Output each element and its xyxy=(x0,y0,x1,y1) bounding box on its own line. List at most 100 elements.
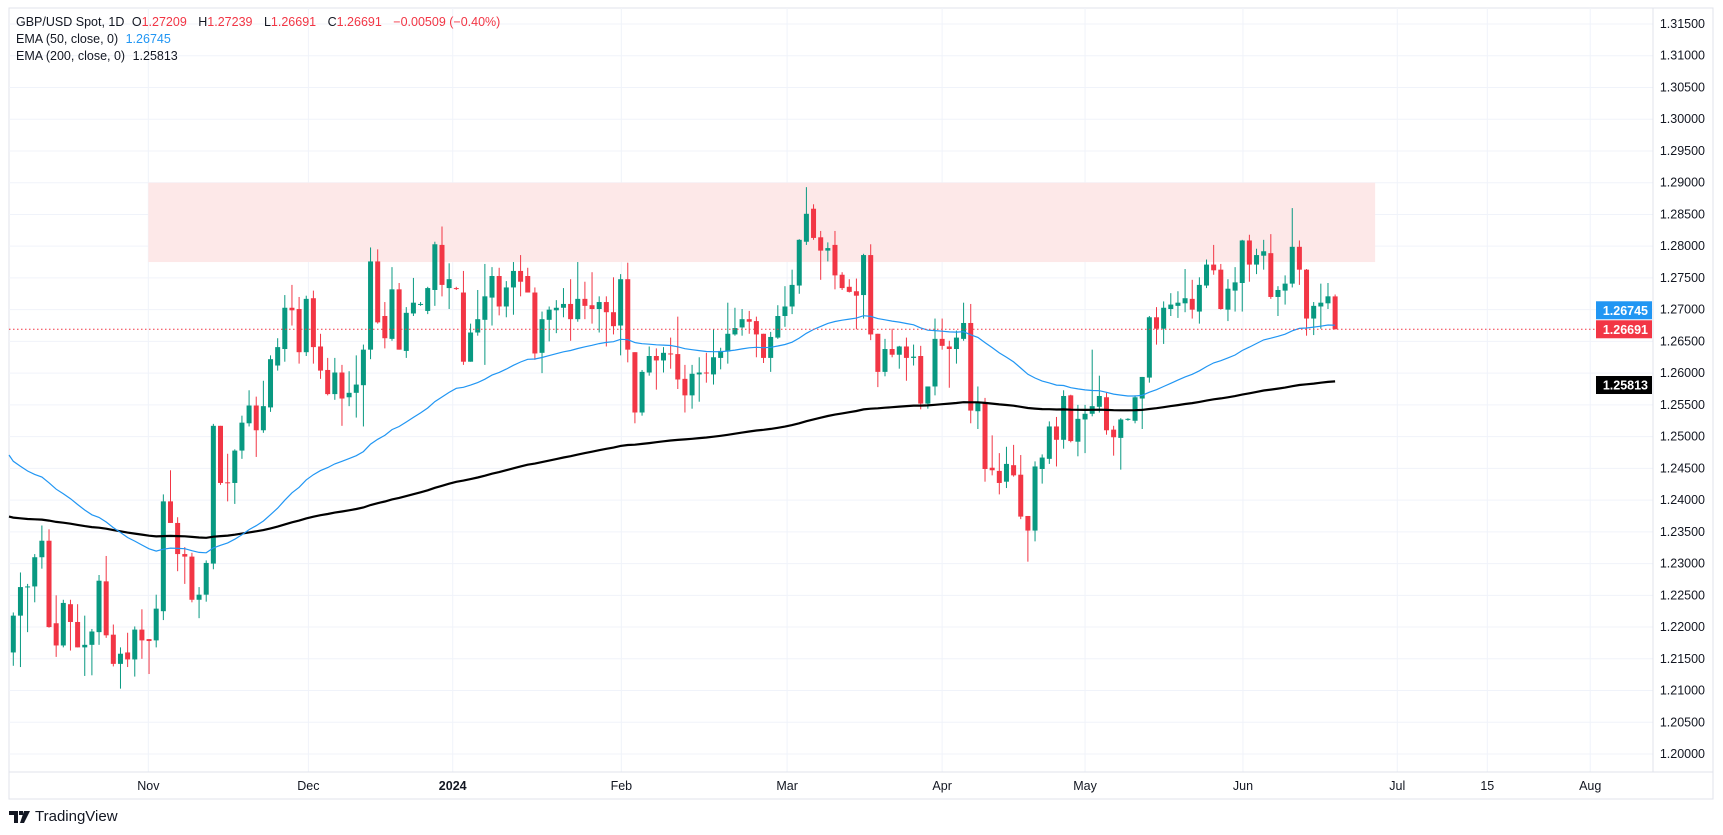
candle-body xyxy=(1003,463,1009,482)
candle-body xyxy=(560,303,566,308)
candle-body xyxy=(353,384,359,393)
candle-up xyxy=(239,415,245,459)
last-price-badge: 1.26691 xyxy=(1596,320,1652,339)
candle-body xyxy=(496,276,502,307)
candle-down xyxy=(761,333,767,363)
candle-up xyxy=(360,344,366,427)
time-tick-label: Jul xyxy=(1389,779,1405,793)
time-tick-label: Mar xyxy=(776,779,798,793)
candle-down xyxy=(1154,307,1159,345)
candle-up xyxy=(911,344,917,366)
candle-body xyxy=(1332,296,1338,330)
candle-body xyxy=(903,346,909,358)
candle-body xyxy=(525,276,531,293)
candle-body xyxy=(332,372,338,395)
candle-body xyxy=(153,608,159,641)
candle-body xyxy=(146,639,152,642)
candle-down xyxy=(568,279,574,341)
candle-down xyxy=(703,352,709,383)
candle-body xyxy=(368,261,374,350)
candle-body xyxy=(232,450,238,483)
candle-down xyxy=(318,333,324,379)
candle-up xyxy=(1118,418,1124,470)
candle-body xyxy=(110,634,116,664)
candle-up xyxy=(975,386,981,430)
candle-body xyxy=(482,296,488,320)
candle-up xyxy=(210,423,216,570)
candle-body xyxy=(268,359,274,408)
candle-down xyxy=(453,286,459,290)
time-tick-label: 2024 xyxy=(439,779,467,793)
time-tick-label: Apr xyxy=(932,779,951,793)
candle-body xyxy=(1146,317,1152,378)
candle-body xyxy=(418,303,424,305)
candle-body xyxy=(775,316,781,338)
candle-body xyxy=(1103,397,1109,431)
candle-body xyxy=(389,289,395,339)
candle-body xyxy=(1032,466,1038,531)
price-tick-label: 1.27000 xyxy=(1660,303,1705,317)
time-tick-label: Dec xyxy=(297,779,319,793)
candle-down xyxy=(310,290,316,364)
candle-body xyxy=(218,425,224,483)
candle-down xyxy=(460,270,466,365)
candle-body xyxy=(196,594,202,600)
candle-up xyxy=(1125,418,1131,421)
candle-up xyxy=(10,612,16,666)
price-axis[interactable]: 1.31500 1.31000 1.30500 1.30000 1.29500 1.290… xyxy=(1660,17,1705,761)
last-price-badge-bg xyxy=(1596,320,1652,339)
candle-up xyxy=(1161,301,1167,344)
candle-body xyxy=(289,307,295,311)
price-tick-label: 1.26500 xyxy=(1660,334,1705,348)
candle-body xyxy=(1039,457,1045,469)
candle-down xyxy=(903,337,909,381)
candles xyxy=(10,187,1338,689)
tradingview-logo[interactable]: TradingView xyxy=(9,808,118,825)
candle-body xyxy=(925,386,931,404)
candle-up xyxy=(160,494,166,621)
symbol-title[interactable]: GBP/USD Spot, 1D xyxy=(16,15,125,29)
candle-up xyxy=(803,187,809,245)
candle-up xyxy=(389,267,395,341)
candle-up xyxy=(117,647,123,689)
candle-up xyxy=(25,583,31,633)
candle-body xyxy=(503,287,509,307)
price-tick-label: 1.20000 xyxy=(1660,747,1705,761)
price-tick-label: 1.28500 xyxy=(1660,207,1705,221)
candle-body xyxy=(1011,465,1017,476)
candle-down xyxy=(103,555,109,638)
candle-body xyxy=(296,309,302,353)
candle-down xyxy=(182,547,188,584)
candle-up xyxy=(1046,421,1052,464)
legend-ema50-row[interactable]: EMA (50, close, 0) 1.26745 xyxy=(16,31,504,48)
time-tick-label: Aug xyxy=(1579,779,1601,793)
candle-up xyxy=(732,307,738,336)
candle-up xyxy=(17,572,23,668)
candle-body xyxy=(32,557,38,587)
candle-up xyxy=(82,615,88,676)
candle-body xyxy=(117,653,123,664)
candle-body xyxy=(346,392,352,398)
candle-body xyxy=(539,319,545,353)
candle-down xyxy=(839,272,845,290)
candle-down xyxy=(753,316,759,358)
legend-ema200-row[interactable]: EMA (200, close, 0) 1.25813 xyxy=(16,48,504,65)
ema200-badge-text: 1.25813 xyxy=(1603,379,1648,393)
candle-down xyxy=(603,296,609,347)
candle-down xyxy=(1211,244,1217,275)
candle-up xyxy=(1168,293,1174,317)
candle-body xyxy=(396,289,402,350)
ema50-badge-text: 1.26745 xyxy=(1603,304,1648,318)
candle-body xyxy=(475,319,481,333)
candle-body xyxy=(510,270,516,288)
candle-down xyxy=(218,425,224,485)
candle-body xyxy=(439,244,445,285)
candle-down xyxy=(439,226,445,297)
time-axis[interactable]: Nov Dec 2024 Feb Mar Apr May Jun Jul 15 Aug xyxy=(137,779,1601,793)
candle-body xyxy=(889,349,895,355)
candle-up xyxy=(32,554,38,603)
candle-down xyxy=(339,364,345,426)
price-tick-label: 1.28000 xyxy=(1660,239,1705,253)
price-tick-label: 1.21000 xyxy=(1660,684,1705,698)
